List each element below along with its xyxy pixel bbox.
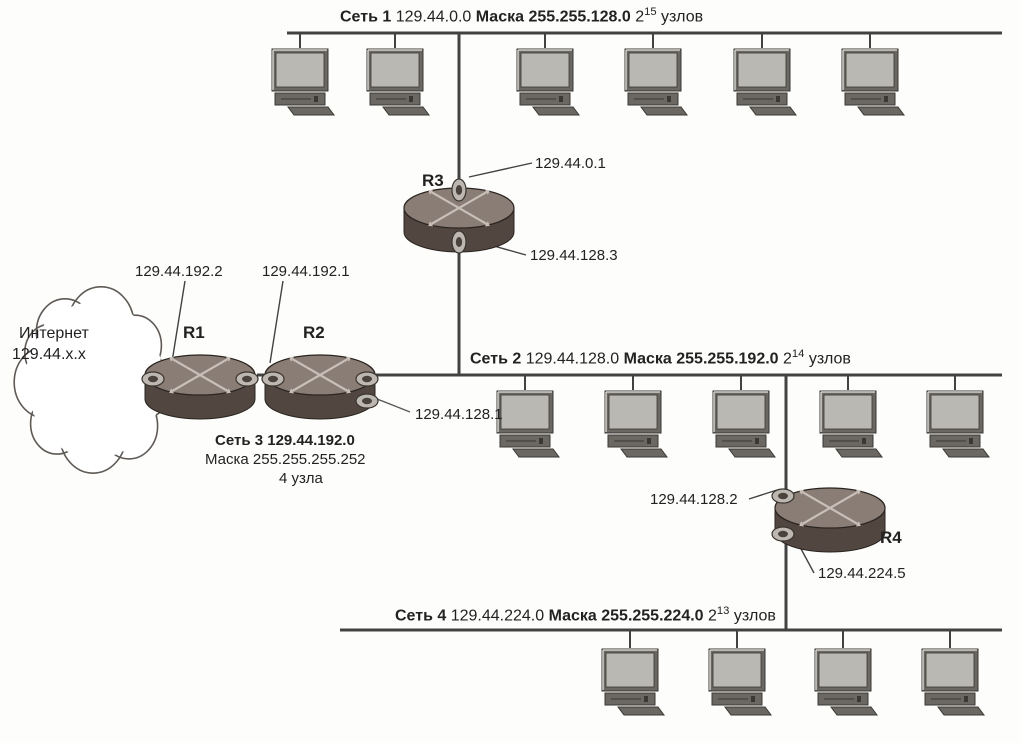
label-ip2: 129.44.192.1 — [262, 263, 350, 280]
router-r1 — [142, 355, 258, 419]
router-r3 — [404, 179, 514, 253]
computer-icon — [709, 649, 771, 715]
computer-icon — [815, 649, 877, 715]
computer-icon — [842, 49, 904, 115]
label-net3c: 4 узла — [279, 470, 323, 487]
router-port — [452, 231, 466, 253]
label-net2: Сеть 2 129.44.128.0 Маска 255.255.192.0 … — [470, 348, 851, 368]
computer-icon — [927, 391, 989, 457]
router-port — [142, 372, 164, 386]
computer-icon — [922, 649, 984, 715]
computer-icon — [497, 391, 559, 457]
label-ip4: 129.44.128.3 — [530, 247, 618, 264]
router-port — [772, 489, 794, 503]
label-ip1: 129.44.192.2 — [135, 263, 223, 280]
label-ip7: 129.44.224.5 — [818, 565, 906, 582]
router-label-r1: R1 — [183, 323, 205, 343]
router-port — [236, 372, 258, 386]
label-ip5: 129.44.128.1 — [415, 406, 503, 423]
router-port — [452, 179, 466, 201]
label-net3a: Сеть 3 129.44.192.0 — [215, 432, 355, 449]
computer-icon — [605, 391, 667, 457]
label-ip3: 129.44.0.1 — [535, 155, 606, 172]
computer-icon — [625, 49, 687, 115]
label-ip6: 129.44.128.2 — [650, 491, 738, 508]
router-r2 — [262, 355, 378, 419]
router-port — [772, 527, 794, 541]
bus-line — [270, 281, 283, 363]
computer-icon — [602, 649, 664, 715]
router-port — [356, 372, 378, 386]
computer-icon — [713, 391, 775, 457]
computer-icon — [517, 49, 579, 115]
router-port — [356, 394, 378, 408]
computer-icon — [367, 49, 429, 115]
router-label-r2: R2 — [303, 323, 325, 343]
label-inet2: 129.44.x.x — [12, 346, 86, 364]
router-port — [262, 372, 284, 386]
computer-icon — [272, 49, 334, 115]
label-net4: Сеть 4 129.44.224.0 Маска 255.255.224.0 … — [395, 605, 776, 625]
computer-icon — [734, 49, 796, 115]
router-label-r3: R3 — [422, 171, 444, 191]
label-net1: Сеть 1 129.44.0.0 Маска 255.255.128.0 21… — [340, 6, 703, 26]
label-inet1: Интернет — [19, 325, 89, 343]
bus-line — [469, 163, 532, 177]
diagram-svg — [0, 0, 1020, 743]
diagram-root: Сеть 1 129.44.0.0 Маска 255.255.128.0 21… — [0, 0, 1020, 743]
router-r4 — [772, 488, 885, 552]
router-label-r4: R4 — [880, 528, 902, 548]
label-net3b: Маска 255.255.255.252 — [205, 451, 366, 468]
computer-icon — [820, 391, 882, 457]
